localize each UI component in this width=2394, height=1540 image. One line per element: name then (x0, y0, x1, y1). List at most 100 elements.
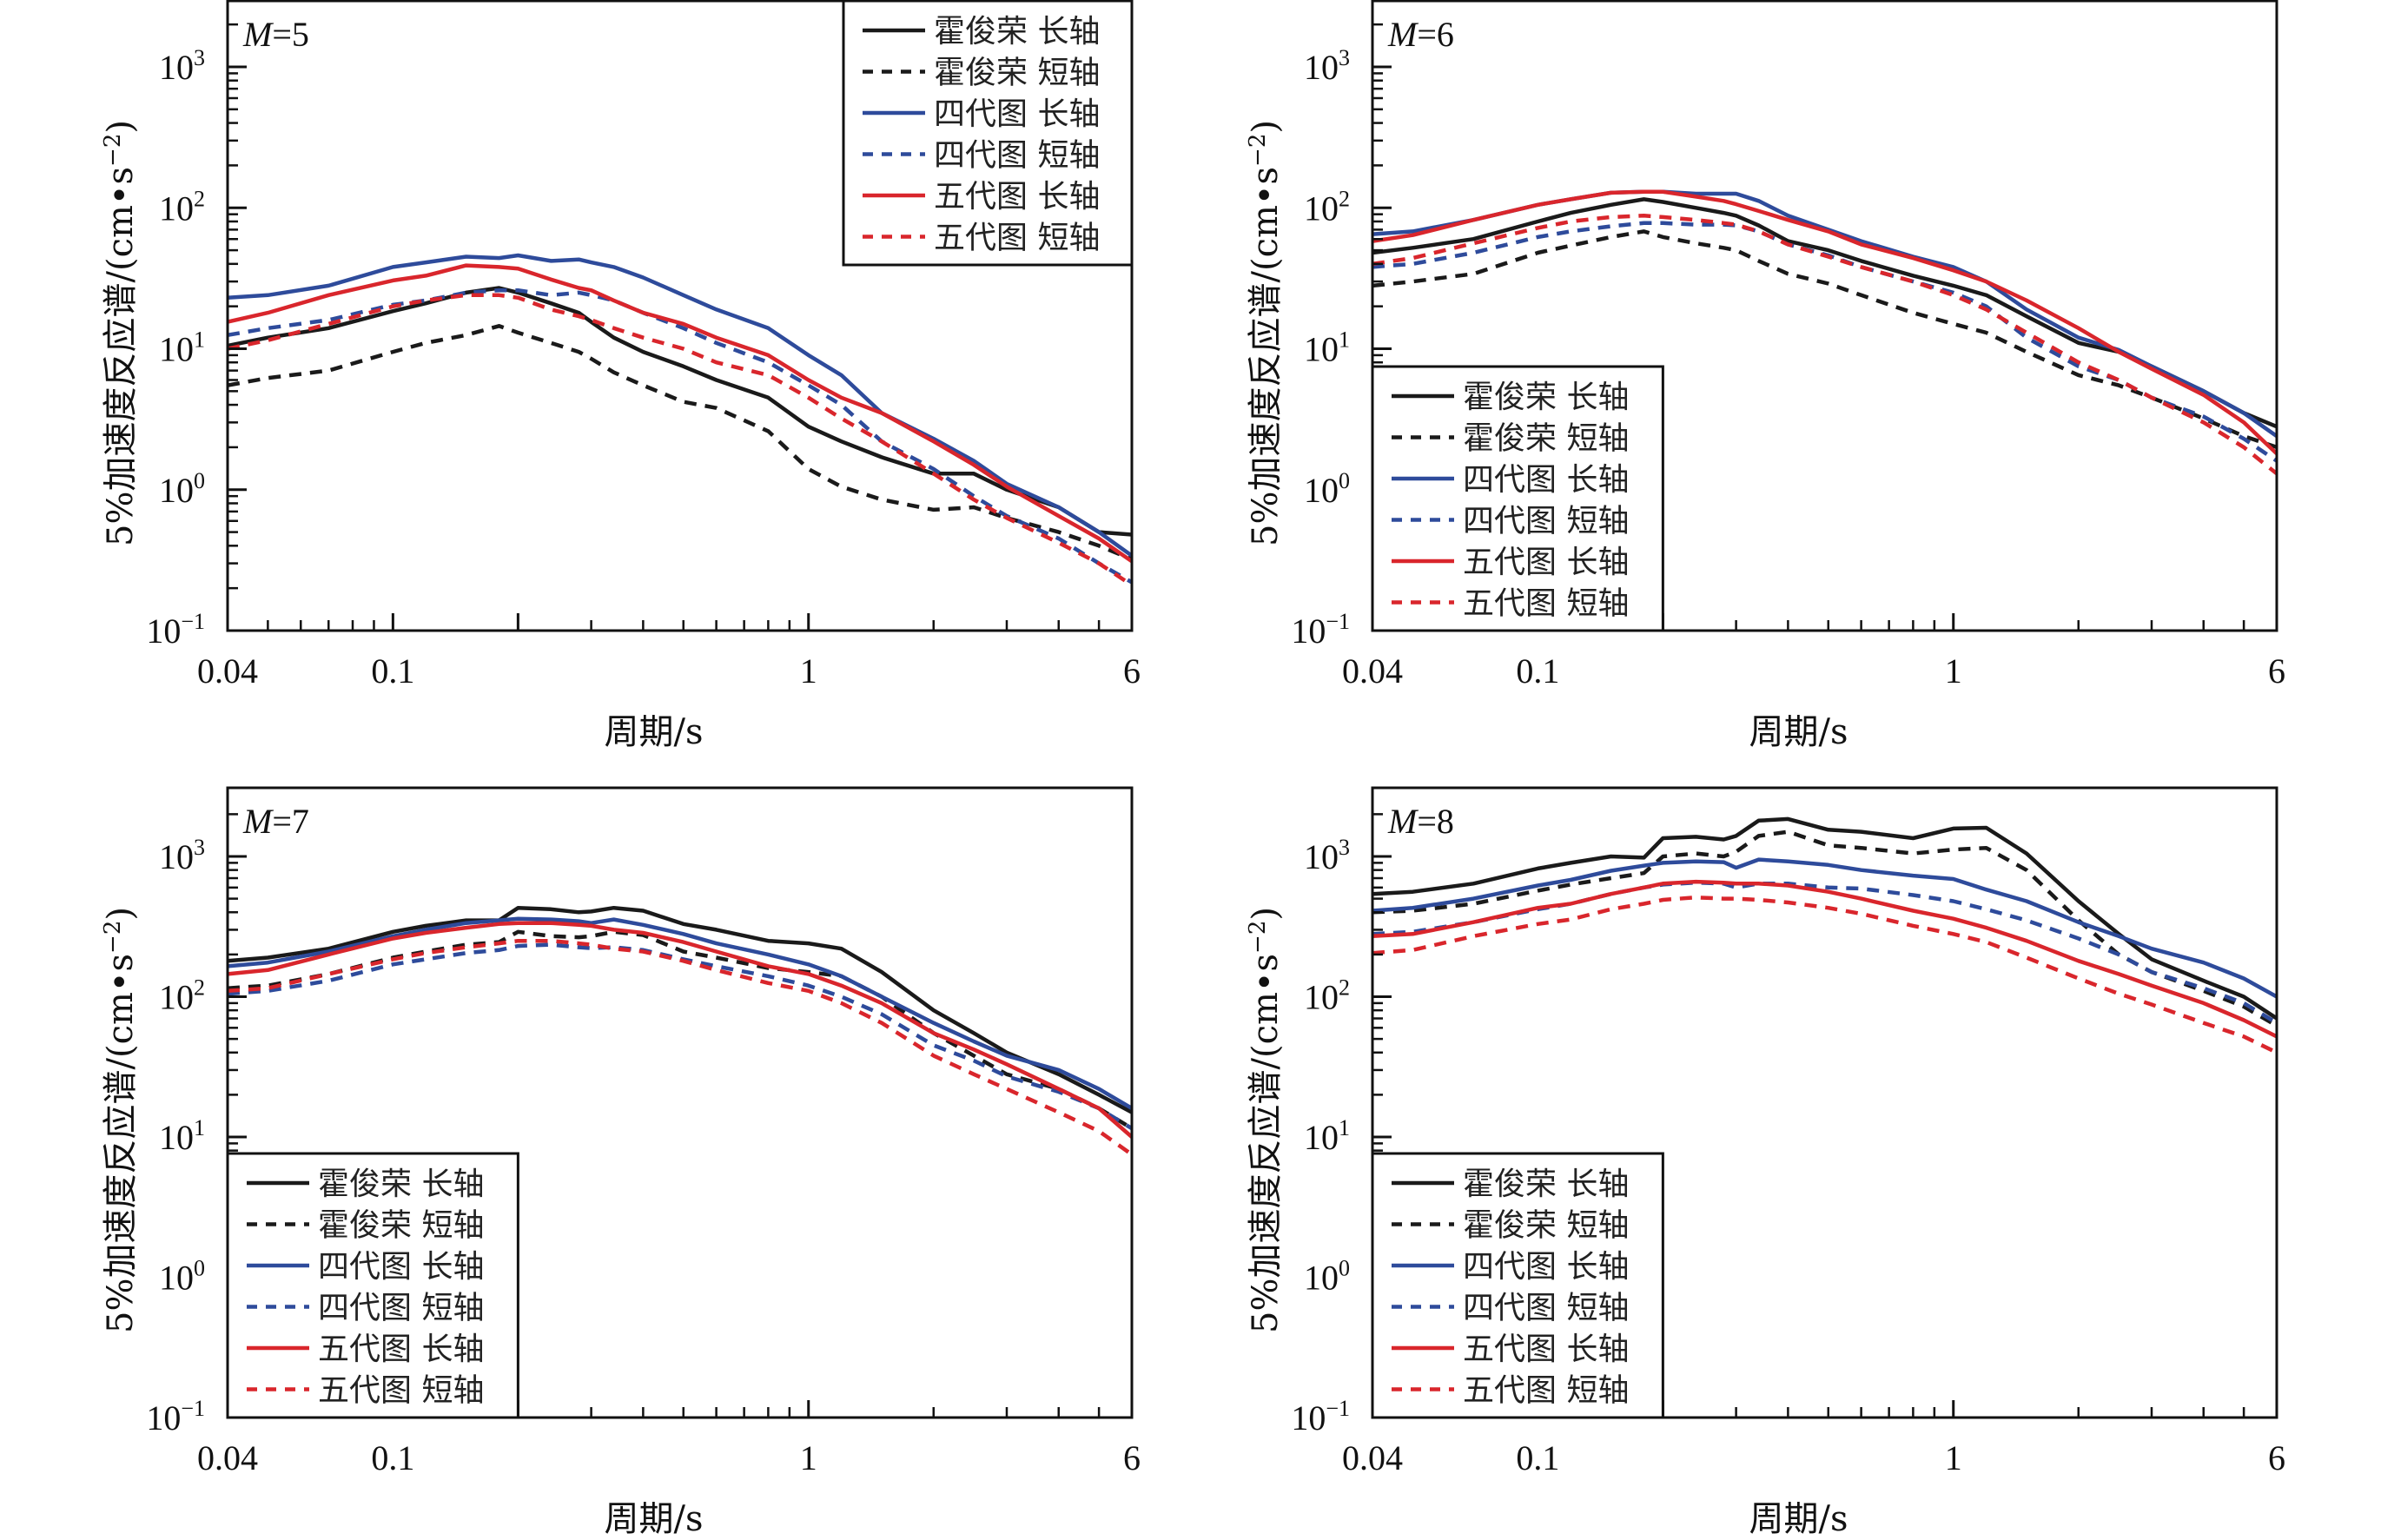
legend-label: 霍俊荣 短轴 (934, 56, 1100, 91)
y-tick-label: 102 (1304, 186, 1350, 228)
y-axis-title: 5%加速度反应谱/(cm•s−2) (100, 907, 141, 1333)
series-line-1 (1372, 229, 2277, 450)
legend-label: 四代图 短轴 (1463, 504, 1629, 539)
legend-label: 五代图 短轴 (934, 221, 1100, 256)
x-tick-label: 0.04 (197, 651, 258, 691)
legend-label: 霍俊荣 长轴 (1463, 380, 1629, 415)
legend-label: 霍俊荣 短轴 (1463, 1208, 1629, 1244)
series-line-3 (228, 942, 1132, 1131)
y-tick-label: 10−1 (146, 609, 205, 651)
plot-frame (1371, 0, 2278, 632)
series-group (228, 253, 1132, 587)
y-tick-label: 10−1 (146, 1396, 205, 1438)
series-line-4 (228, 263, 1132, 564)
plot-frame (226, 786, 1134, 1419)
series-line-3 (228, 288, 1132, 585)
y-tick-label: 100 (1304, 1256, 1350, 1298)
legend-label: 霍俊荣 短轴 (318, 1208, 484, 1244)
panel-m6: 103 102 101 100 10−10.04 0.1 1 6 周期/s 5%加速度反应谱/(c… (1245, 0, 2285, 752)
y-tick-label: 102 (159, 186, 205, 228)
series-group (228, 905, 1132, 1157)
panel-m8: 103 102 101 100 10−10.04 0.1 1 6 周期/s 5%加速度反应谱/(c… (1245, 786, 2285, 1539)
series-line-5 (1372, 895, 2277, 1054)
x-tick-label: 0.1 (1516, 651, 1559, 691)
legend-label: 霍俊荣 长轴 (934, 14, 1100, 50)
legend-box (1371, 365, 1664, 632)
legend-label: 四代图 长轴 (1463, 1249, 1629, 1285)
series-line-2 (1372, 857, 2277, 999)
legend-label: 五代图 短轴 (318, 1373, 484, 1409)
legend-box (1371, 1152, 1664, 1419)
y-axis-title: 5%加速度反应谱/(cm•s−2) (1245, 120, 1286, 546)
series-line-5 (1372, 214, 2277, 476)
y-tick-label: 100 (159, 1256, 205, 1298)
legend-label: 五代图 长轴 (934, 179, 1100, 215)
y-tick-label: 10−1 (1291, 1396, 1350, 1438)
panel-label: M=6 (1387, 15, 1454, 54)
x-tick-label: 1 (800, 1438, 817, 1477)
y-axis-title: 5%加速度反应谱/(cm•s−2) (1245, 907, 1286, 1333)
panel-m5: 103 102 101 100 10−10.04 0.1 1 6 周期/s 5%加速度反应谱/(c… (100, 0, 1141, 752)
legend-label: 四代图 短轴 (318, 1291, 484, 1326)
series-line-0 (1372, 816, 2277, 1021)
series-line-4 (1372, 879, 2277, 1039)
legend-label: 五代图 长轴 (1463, 1332, 1629, 1367)
legend-label: 五代图 短轴 (1463, 1373, 1629, 1409)
x-tick-label: 0.1 (371, 651, 414, 691)
panel-label: M=7 (242, 802, 309, 841)
y-tick-label: 101 (1304, 327, 1350, 369)
legend-label: 五代图 短轴 (1463, 586, 1629, 622)
y-tick-label: 100 (1304, 468, 1350, 510)
y-tick-label: 103 (1304, 835, 1350, 876)
y-tick-label: 103 (159, 45, 205, 87)
series-line-2 (228, 916, 1132, 1110)
x-tick-label: 0.04 (197, 1438, 258, 1477)
x-tick-label: 0.1 (371, 1438, 414, 1477)
x-tick-label: 6 (2268, 1438, 2285, 1477)
legend-label: 霍俊荣 短轴 (1463, 421, 1629, 457)
x-tick-label: 0.04 (1342, 1438, 1403, 1477)
legend-label: 五代图 长轴 (318, 1332, 484, 1367)
y-tick-label: 102 (159, 975, 205, 1017)
legend-label: 四代图 短轴 (934, 138, 1100, 174)
x-tick-label: 6 (2268, 651, 2285, 691)
x-axis-title: 周期/s (1749, 712, 1848, 752)
x-tick-label: 0.04 (1342, 651, 1403, 691)
y-tick-label: 100 (159, 468, 205, 510)
series-group (1372, 189, 2277, 476)
panel-label: M=5 (242, 15, 309, 54)
legend-label: 五代图 长轴 (1463, 545, 1629, 580)
series-line-1 (1372, 829, 2277, 1028)
series-line-4 (1372, 189, 2277, 455)
legend-label: 霍俊荣 长轴 (318, 1167, 484, 1202)
y-tick-label: 101 (159, 327, 205, 369)
y-axis-title: 5%加速度反应谱/(cm•s−2) (100, 120, 141, 546)
legend-box (226, 1152, 519, 1419)
series-line-0 (228, 286, 1132, 537)
plot-frame (1371, 786, 2278, 1419)
panel-m7: 103 102 101 100 10−10.04 0.1 1 6 周期/s 5%加速度反应谱/(c… (100, 786, 1141, 1539)
y-tick-label: 102 (1304, 975, 1350, 1017)
x-tick-label: 1 (800, 651, 817, 691)
legend-label: 霍俊荣 长轴 (1463, 1167, 1629, 1202)
x-axis-title: 周期/s (604, 712, 703, 752)
x-tick-label: 6 (1123, 1438, 1141, 1477)
x-axis-title: 周期/s (1749, 1499, 1848, 1539)
series-line-1 (228, 324, 1132, 562)
y-tick-label: 101 (1304, 1115, 1350, 1157)
series-line-0 (228, 905, 1132, 1114)
series-line-5 (228, 293, 1132, 587)
y-tick-label: 101 (159, 1115, 205, 1157)
legend-box (842, 0, 1134, 267)
x-tick-label: 0.1 (1516, 1438, 1559, 1477)
panel-label: M=8 (1387, 802, 1454, 841)
plot-frame (226, 0, 1134, 632)
x-axis-title: 周期/s (604, 1499, 703, 1539)
legend-label: 四代图 长轴 (1463, 462, 1629, 498)
x-tick-label: 1 (1945, 1438, 1962, 1477)
